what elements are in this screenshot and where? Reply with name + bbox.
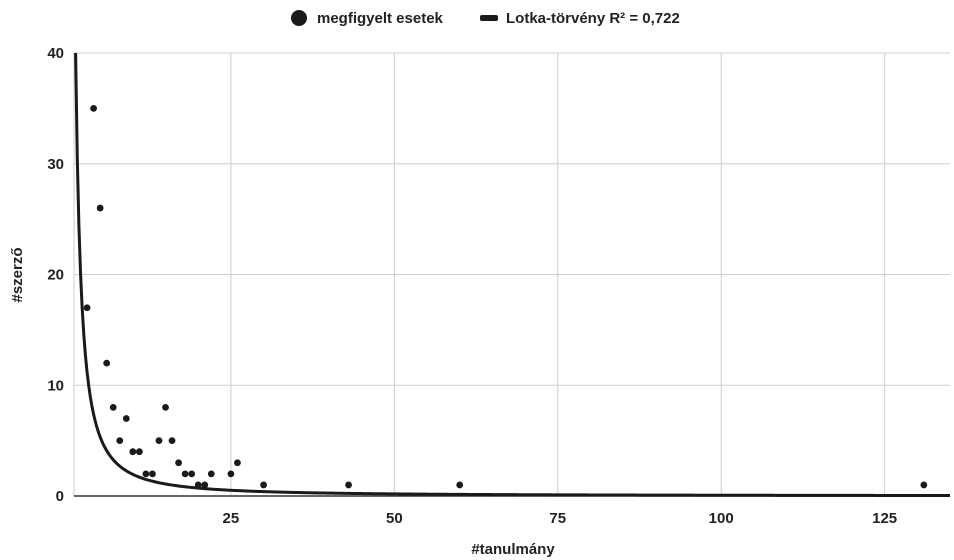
scatter-point	[122, 415, 130, 422]
scatter-point	[345, 481, 352, 489]
scatter-point	[135, 448, 143, 456]
scatter-point	[142, 470, 150, 478]
legend-scatter-label: megfigyelt esetek	[317, 10, 444, 27]
x-tick-label: 50	[386, 510, 403, 527]
y-tick-label: 30	[47, 156, 64, 173]
x-tick-label: 125	[872, 510, 897, 527]
scatter-point	[456, 481, 464, 489]
lotka-fit-line	[74, 52, 950, 497]
y-tick-label: 40	[47, 45, 64, 62]
scatter-point	[83, 304, 91, 312]
legend-line-label: Lotka-törvény R² = 0,722	[506, 10, 680, 27]
scatter-point	[188, 470, 196, 478]
x-axis-title: #tanulmány	[471, 541, 555, 558]
scatter-point	[175, 459, 182, 467]
fit-curve	[74, 52, 950, 497]
y-axis-title: #szerző	[9, 247, 26, 302]
scatter-point	[201, 481, 209, 489]
legend: megfigyelt esetek Lotka-törvény R² = 0,7…	[291, 10, 680, 27]
scatter-point	[90, 104, 98, 112]
scatter-point	[162, 404, 169, 411]
scatter-point	[207, 470, 215, 478]
scatter-point	[227, 470, 235, 478]
scatter-point	[96, 204, 104, 212]
scatter-point	[181, 470, 189, 478]
scatter-point	[234, 459, 241, 467]
legend-line-marker	[480, 15, 498, 21]
tick-labels: 25 50 75 100 125 0 10 20 30 40	[47, 45, 897, 527]
scatter-point	[109, 404, 117, 411]
x-tick-label: 75	[549, 510, 566, 527]
scatter-point	[155, 437, 163, 445]
scatter-point	[103, 359, 111, 367]
scatter-point	[149, 470, 156, 478]
scatter-point	[129, 448, 137, 456]
y-tick-label: 20	[47, 267, 64, 284]
y-tick-label: 0	[56, 488, 64, 505]
scatter-points	[83, 104, 928, 489]
scatter-point	[260, 481, 267, 489]
legend-scatter-marker	[291, 10, 307, 26]
grid-lines	[74, 52, 950, 496]
scatter-point	[168, 437, 176, 445]
y-tick-label: 10	[47, 377, 64, 394]
scatter-point	[920, 481, 928, 489]
scatter-point	[194, 481, 202, 489]
x-tick-label: 100	[709, 510, 734, 527]
x-tick-label: 25	[223, 510, 240, 527]
scatter-point	[116, 437, 124, 445]
